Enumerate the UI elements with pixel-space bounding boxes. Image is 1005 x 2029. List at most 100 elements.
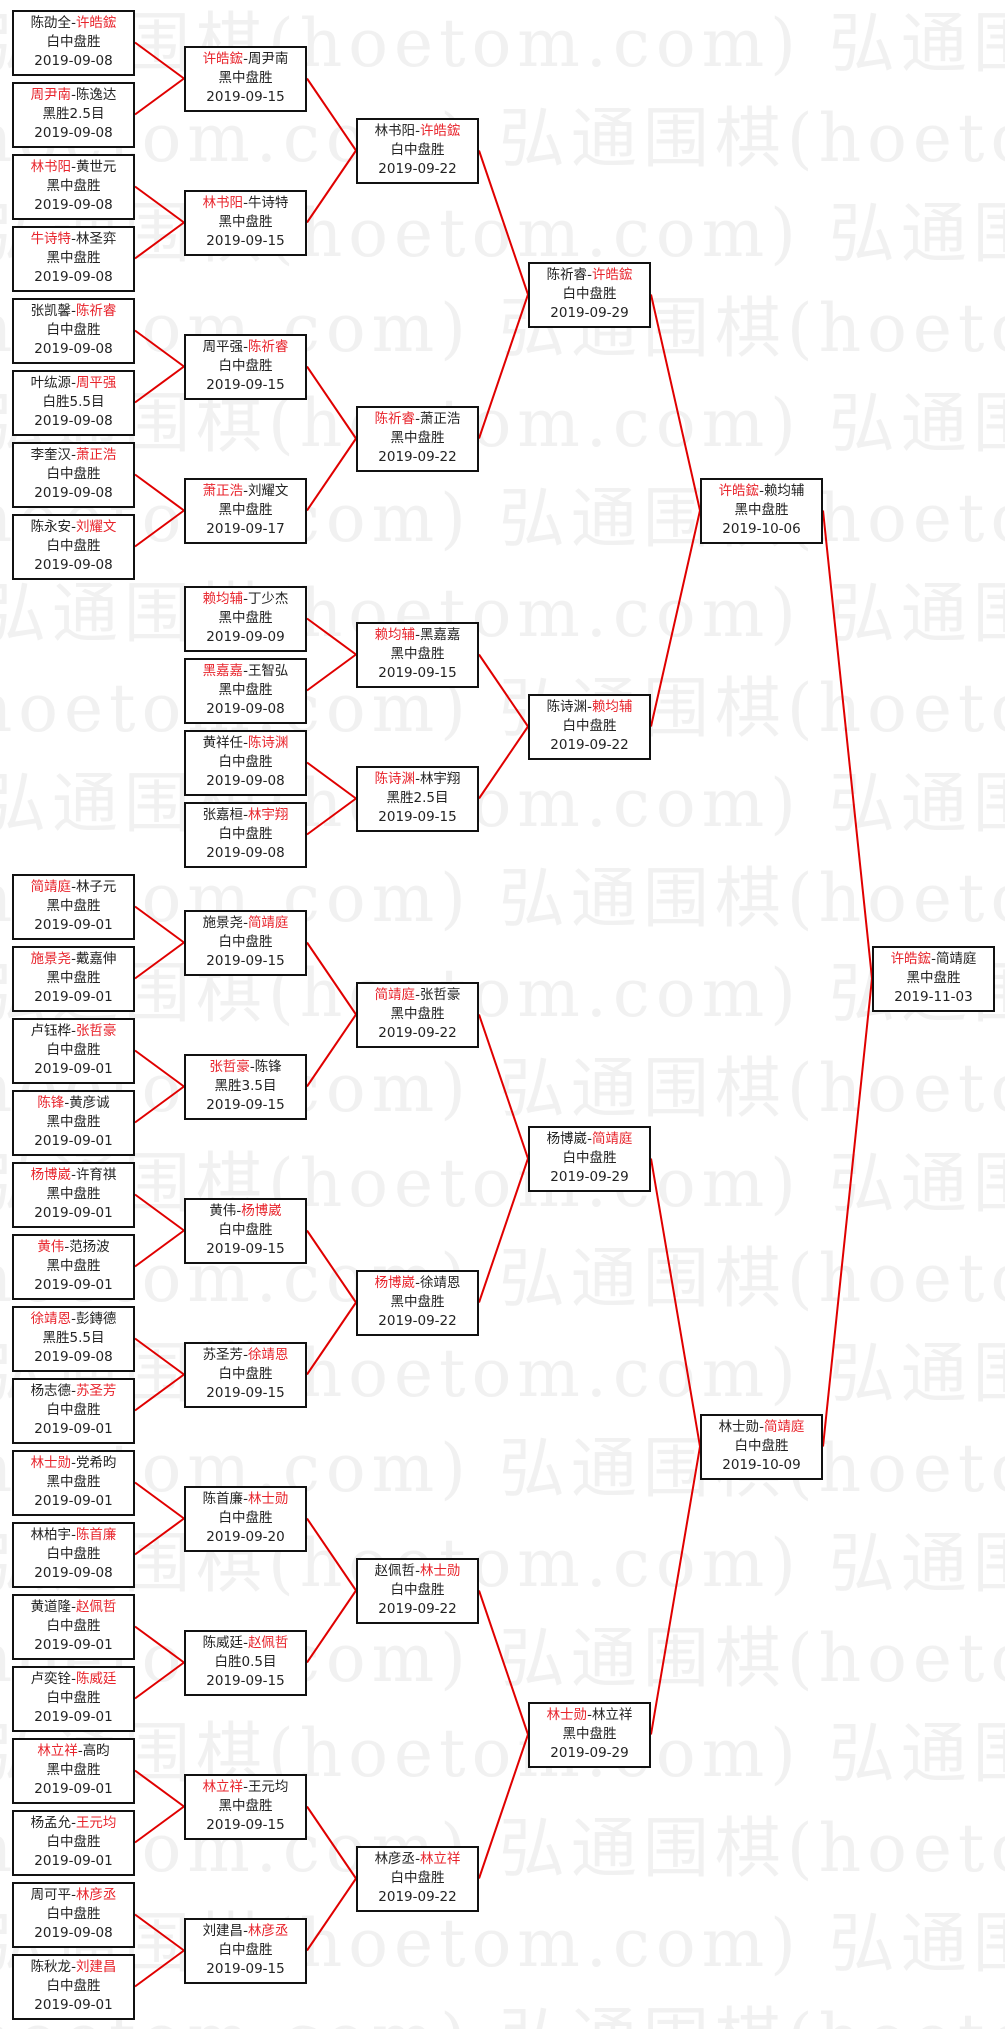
winner-name: 张哲豪 (75, 1023, 117, 1039)
match-box[interactable]: 林士勋-党希昀 黑中盘胜 2019-09-01 (12, 1450, 135, 1516)
match-box[interactable]: 赵佩哲-林士勋 白中盘胜 2019-09-22 (356, 1558, 479, 1624)
match-players: 陈秋龙-刘建昌 (14, 1958, 133, 1977)
match-box[interactable]: 黄道隆-赵佩哲 白中盘胜 2019-09-01 (12, 1594, 135, 1660)
match-box[interactable]: 林书阳-牛诗特 黑中盘胜 2019-09-15 (184, 190, 307, 256)
connector-line (134, 329, 185, 368)
match-date: 2019-09-15 (378, 665, 457, 681)
match-date: 2019-09-15 (378, 809, 457, 825)
match-box[interactable]: 陈祈睿-许皓鋐 白中盘胜 2019-09-29 (528, 262, 651, 328)
winner-name: 王元均 (75, 1815, 117, 1831)
name-separator: - (71, 87, 76, 103)
match-box[interactable]: 周平强-陈祈睿 白中盘胜 2019-09-15 (184, 334, 307, 400)
match-box[interactable]: 黄伟-范扬波 黑中盘胜 2019-09-01 (12, 1234, 135, 1300)
match-box[interactable]: 李奎汉-萧正浩 白中盘胜 2019-09-08 (12, 442, 135, 508)
name-separator: - (243, 483, 248, 499)
match-box[interactable]: 赖均辅-丁少杰 黑中盘胜 2019-09-09 (184, 586, 307, 652)
match-players: 苏圣芳-徐靖恩 (186, 1346, 305, 1365)
name-separator: - (71, 1455, 76, 1471)
connector-line (134, 1085, 185, 1124)
match-box[interactable]: 简靖庭-林子元 黑中盘胜 2019-09-01 (12, 874, 135, 940)
match-box[interactable]: 叶纮源-周平强 白胜5.5目 2019-09-08 (12, 370, 135, 436)
match-players: 杨博崴-徐靖恩 (358, 1274, 477, 1293)
loser-name: 牛诗特 (247, 195, 289, 211)
match-box[interactable]: 张嘉桓-林宇翔 白中盘胜 2019-09-08 (184, 802, 307, 868)
winner-name: 林士勋 (30, 1455, 72, 1471)
match-box[interactable]: 苏圣芳-徐靖恩 白中盘胜 2019-09-15 (184, 1342, 307, 1408)
match-box[interactable]: 杨博崴-徐靖恩 黑中盘胜 2019-09-22 (356, 1270, 479, 1336)
match-box[interactable]: 施景尧-简靖庭 白中盘胜 2019-09-15 (184, 910, 307, 976)
match-result: 白中盘胜 (46, 1906, 101, 1922)
match-box[interactable]: 杨博崴-许育祺 黑中盘胜 2019-09-01 (12, 1162, 135, 1228)
match-box[interactable]: 卢奕铨-陈威廷 白中盘胜 2019-09-01 (12, 1666, 135, 1732)
connector-line (134, 1049, 185, 1088)
match-result: 黑中盘胜 (562, 1726, 617, 1742)
match-box[interactable]: 黄伟-杨博崴 白中盘胜 2019-09-15 (184, 1198, 307, 1264)
loser-name: 刘耀文 (247, 483, 289, 499)
match-box[interactable]: 许皓鋐-周尹南 黑中盘胜 2019-09-15 (184, 46, 307, 112)
match-box[interactable]: 林立祥-高昀 黑中盘胜 2019-09-01 (12, 1738, 135, 1804)
match-box[interactable]: 杨志德-苏圣芳 白中盘胜 2019-09-01 (12, 1378, 135, 1444)
match-box[interactable]: 陈劭全-许皓鋐 白中盘胜 2019-09-08 (12, 10, 135, 76)
match-result: 黑中盘胜 (906, 970, 961, 986)
match-box[interactable]: 林柏宇-陈首廉 白中盘胜 2019-09-08 (12, 1522, 135, 1588)
match-box[interactable]: 陈秋龙-刘建昌 白中盘胜 2019-09-01 (12, 1954, 135, 2020)
name-separator: - (64, 1095, 70, 1111)
match-box[interactable]: 许皓鋐-简靖庭 黑中盘胜 2019-11-03 (872, 946, 995, 1012)
match-box[interactable]: 周可平-林彦丞 白中盘胜 2019-09-08 (12, 1882, 135, 1948)
match-box[interactable]: 杨博崴-简靖庭 白中盘胜 2019-09-29 (528, 1126, 651, 1192)
name-separator: - (249, 1059, 255, 1075)
loser-name: 周可平 (30, 1887, 72, 1903)
match-box[interactable]: 林立祥-王元均 黑中盘胜 2019-09-15 (184, 1774, 307, 1840)
match-box[interactable]: 陈锋-黄彦诚 黑中盘胜 2019-09-01 (12, 1090, 135, 1156)
match-box[interactable]: 周尹南-陈逸达 黑胜2.5目 2019-09-08 (12, 82, 135, 148)
match-box[interactable]: 施景尧-戴嘉伸 黑中盘胜 2019-09-01 (12, 946, 135, 1012)
loser-name: 苏圣芳 (202, 1347, 244, 1363)
match-box[interactable]: 林彦丞-林立祥 白中盘胜 2019-09-22 (356, 1846, 479, 1912)
match-box[interactable]: 陈首廉-林士勋 白中盘胜 2019-09-20 (184, 1486, 307, 1552)
loser-name: 刘建昌 (202, 1923, 244, 1939)
match-box[interactable]: 陈诗渊-林宇翔 黑胜2.5目 2019-09-15 (356, 766, 479, 832)
match-box[interactable]: 陈永安-刘耀文 白中盘胜 2019-09-08 (12, 514, 135, 580)
connector-line (134, 1229, 185, 1268)
match-date: 2019-09-08 (206, 845, 285, 861)
match-box[interactable]: 陈诗渊-赖均辅 白中盘胜 2019-09-22 (528, 694, 651, 760)
loser-name: 陈秋龙 (30, 1959, 72, 1975)
name-separator: - (587, 267, 592, 283)
match-box[interactable]: 徐靖恩-彭鏄德 黑胜5.5目 2019-09-08 (12, 1306, 135, 1372)
match-box[interactable]: 张凯馨-陈祈睿 白中盘胜 2019-09-08 (12, 298, 135, 364)
match-box[interactable]: 林士勋-林立祥 黑中盘胜 2019-09-29 (528, 1702, 651, 1768)
name-separator: - (243, 735, 248, 751)
winner-name: 苏圣芳 (75, 1383, 117, 1399)
match-box[interactable]: 陈威廷-赵佩哲 白胜0.5目 2019-09-15 (184, 1630, 307, 1696)
match-box[interactable]: 许皓鋐-赖均辅 黑中盘胜 2019-10-06 (700, 478, 823, 544)
name-separator: - (415, 987, 420, 1003)
match-result: 白中盘胜 (562, 718, 617, 734)
match-box[interactable]: 萧正浩-刘耀文 黑中盘胜 2019-09-17 (184, 478, 307, 544)
name-separator: - (71, 1311, 76, 1327)
winner-name: 林彦丞 (75, 1887, 117, 1903)
match-box[interactable]: 张哲豪-陈锋 黑胜3.5目 2019-09-15 (184, 1054, 307, 1120)
match-players: 林柏宇-陈首廉 (14, 1526, 133, 1545)
match-result: 白中盘胜 (46, 322, 101, 338)
match-box[interactable]: 刘建昌-林彦丞 白中盘胜 2019-09-15 (184, 1918, 307, 1984)
winner-name: 许皓鋐 (591, 267, 633, 283)
match-players: 简靖庭-林子元 (14, 878, 133, 897)
match-box[interactable]: 杨孟允-王元均 白中盘胜 2019-09-01 (12, 1810, 135, 1876)
match-box[interactable]: 简靖庭-张哲豪 黑中盘胜 2019-09-22 (356, 982, 479, 1048)
name-separator: - (415, 123, 420, 139)
winner-name: 简靖庭 (763, 1419, 805, 1435)
match-box[interactable]: 陈祈睿-萧正浩 黑中盘胜 2019-09-22 (356, 406, 479, 472)
match-result: 白中盘胜 (734, 1438, 789, 1454)
match-box[interactable]: 林书阳-许皓鋐 白中盘胜 2019-09-22 (356, 118, 479, 184)
match-box[interactable]: 赖均辅-黑嘉嘉 黑中盘胜 2019-09-15 (356, 622, 479, 688)
match-box[interactable]: 黑嘉嘉-王智弘 黑中盘胜 2019-09-08 (184, 658, 307, 724)
match-box[interactable]: 林士勋-简靖庭 白中盘胜 2019-10-09 (700, 1414, 823, 1480)
match-players: 周可平-林彦丞 (14, 1886, 133, 1905)
match-players: 赵佩哲-林士勋 (358, 1562, 477, 1581)
match-box[interactable]: 牛诗特-林圣弈 黑中盘胜 2019-09-08 (12, 226, 135, 292)
match-box[interactable]: 黄祥任-陈诗渊 白中盘胜 2019-09-08 (184, 730, 307, 796)
match-box[interactable]: 林书阳-黄世元 黑中盘胜 2019-09-08 (12, 154, 135, 220)
match-box[interactable]: 卢钰桦-张哲豪 白中盘胜 2019-09-01 (12, 1018, 135, 1084)
match-date: 2019-09-15 (206, 1961, 285, 1977)
winner-name: 简靖庭 (374, 987, 416, 1003)
